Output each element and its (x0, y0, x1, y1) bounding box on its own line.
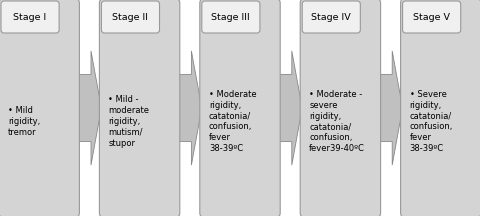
FancyBboxPatch shape (101, 1, 159, 33)
Text: Stage I: Stage I (13, 13, 47, 22)
Text: Stage IV: Stage IV (312, 13, 351, 22)
Polygon shape (276, 51, 302, 165)
Text: • Severe
rigidity,
catatonia/
confusion,
fever
38-39ºC: • Severe rigidity, catatonia/ confusion,… (409, 90, 453, 153)
Polygon shape (377, 51, 403, 165)
Text: • Moderate -
severe
rigidity,
catatonia/
confusion,
fever39-40ºC: • Moderate - severe rigidity, catatonia/… (309, 90, 365, 153)
Text: • Moderate
rigidity,
catatonia/
confusion,
fever
38-39ºC: • Moderate rigidity, catatonia/ confusio… (209, 90, 256, 153)
Text: • Mild
rigidity,
tremor: • Mild rigidity, tremor (8, 106, 40, 137)
Text: Stage V: Stage V (413, 13, 450, 22)
FancyBboxPatch shape (99, 0, 180, 216)
Text: Stage III: Stage III (212, 13, 250, 22)
Text: Stage II: Stage II (112, 13, 148, 22)
FancyBboxPatch shape (403, 1, 461, 33)
Text: • Mild -
moderate
rigidity,
mutism/
stupor: • Mild - moderate rigidity, mutism/ stup… (108, 95, 149, 148)
FancyBboxPatch shape (0, 0, 79, 216)
FancyBboxPatch shape (302, 1, 360, 33)
FancyBboxPatch shape (202, 1, 260, 33)
FancyBboxPatch shape (1, 1, 59, 33)
FancyBboxPatch shape (401, 0, 480, 216)
FancyBboxPatch shape (200, 0, 280, 216)
Polygon shape (75, 51, 101, 165)
Polygon shape (176, 51, 202, 165)
FancyBboxPatch shape (300, 0, 381, 216)
